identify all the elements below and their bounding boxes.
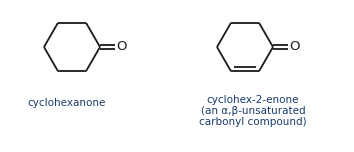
Text: cyclohexanone: cyclohexanone	[28, 98, 106, 108]
Text: carbonyl compound): carbonyl compound)	[199, 117, 307, 127]
Text: (an α,β-unsaturated: (an α,β-unsaturated	[201, 106, 305, 116]
Text: O: O	[116, 40, 127, 54]
Text: O: O	[289, 40, 300, 54]
Text: cyclohex-2-enone: cyclohex-2-enone	[207, 95, 299, 105]
